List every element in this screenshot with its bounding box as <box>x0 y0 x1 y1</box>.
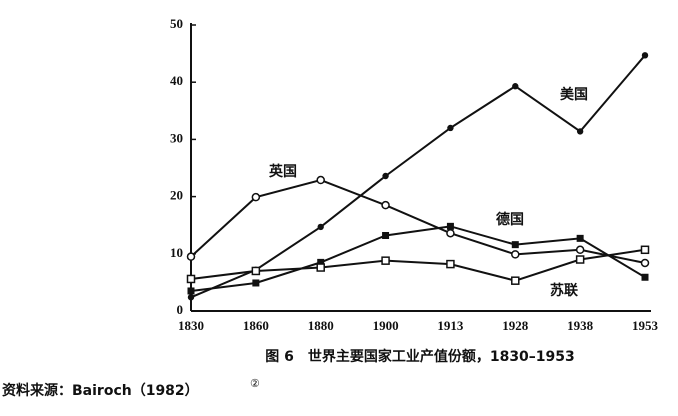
point <box>251 266 261 276</box>
point <box>187 287 195 295</box>
point <box>576 234 584 242</box>
point <box>187 294 195 301</box>
y-tick-label: 50 <box>170 16 183 31</box>
point <box>446 228 455 238</box>
series-label: 美国 <box>560 86 588 103</box>
x-tick-label: 1860 <box>243 318 269 333</box>
series-line <box>190 248 646 282</box>
point <box>317 223 324 231</box>
series-label: 英国 <box>268 163 297 180</box>
point <box>446 259 455 269</box>
point <box>575 255 585 264</box>
point <box>641 52 649 59</box>
series-line <box>190 225 646 292</box>
x-tick-label: 1880 <box>308 318 334 333</box>
point <box>382 172 389 180</box>
point <box>512 83 519 90</box>
point <box>446 222 454 230</box>
x-tick-label: 1953 <box>632 318 659 333</box>
series-line <box>190 54 646 299</box>
y-tick-label: 30 <box>170 130 183 145</box>
series-label: 苏联 <box>550 282 579 299</box>
series-line <box>190 178 646 264</box>
series-label: 德国 <box>496 211 524 228</box>
source: 资料来源：Bairoch（1982） <box>2 382 199 399</box>
point <box>382 231 390 239</box>
source-note: ② <box>250 377 260 390</box>
point <box>641 273 649 281</box>
point <box>575 245 585 255</box>
chart-caption: 图 6 世界主要国家工业产值份额，1830–1953 <box>265 348 575 365</box>
x-tick-label: 1938 <box>567 318 594 333</box>
point <box>317 258 325 266</box>
x-tick-label: 1913 <box>437 318 464 333</box>
y-tick-label: 40 <box>170 73 183 88</box>
point <box>447 124 454 132</box>
y-tick-label: 0 <box>177 302 184 317</box>
x-tick-label: 1830 <box>178 318 204 333</box>
point <box>186 274 196 284</box>
x-tick-label: 1928 <box>502 318 529 333</box>
point <box>511 276 520 285</box>
point <box>381 200 390 210</box>
y-tick-label: 10 <box>170 245 183 260</box>
point <box>511 241 519 249</box>
point <box>640 245 650 255</box>
y-tick-label: 20 <box>170 188 183 203</box>
point <box>316 175 325 185</box>
point <box>511 250 520 259</box>
point <box>252 279 260 287</box>
point <box>576 128 584 135</box>
point <box>251 192 261 202</box>
point <box>186 252 196 261</box>
point <box>640 258 650 268</box>
point <box>381 256 390 265</box>
point <box>316 263 325 272</box>
x-tick-label: 1900 <box>373 318 399 333</box>
